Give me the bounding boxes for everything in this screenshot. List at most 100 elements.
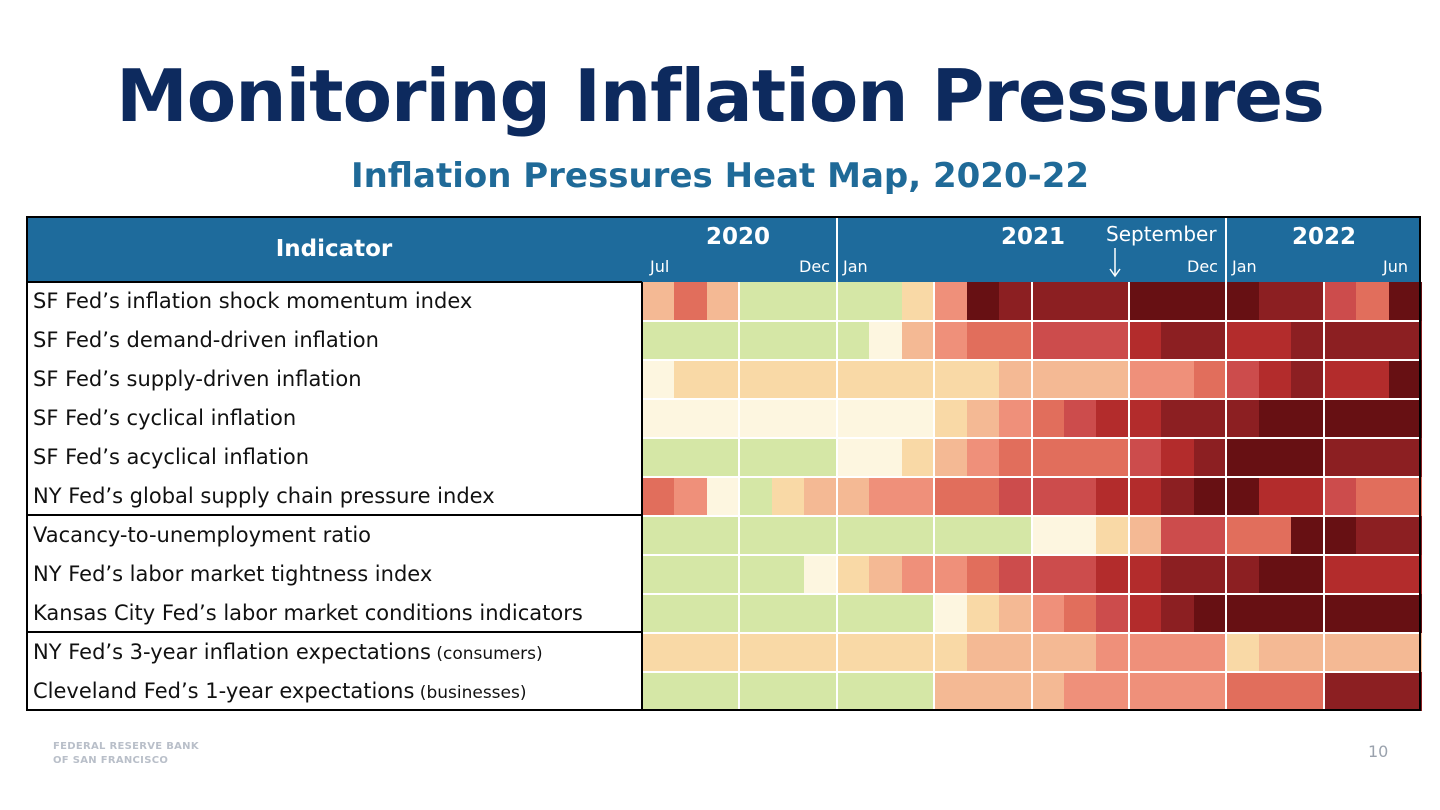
heatmap-cell [739,555,773,594]
row-gridline [642,320,1421,322]
heatmap-cell [966,438,1000,477]
heatmap-cell [934,516,968,555]
indicator-label: NY Fed’s global supply chain pressure in… [26,477,642,516]
heatmap-cell [642,594,676,633]
heatmap-cell [1356,672,1390,711]
heatmap-cell [674,555,708,594]
heatmap-cell [1193,633,1227,672]
heatmap-cell [869,282,903,321]
heatmap-cell [1096,516,1130,555]
heatmap-cell [771,594,805,633]
heatmap-cell [836,555,870,594]
logo-line-2: OF SAN FRANCISCO [53,755,169,766]
heatmap-cell [836,633,870,672]
heatmap-cell [1161,516,1195,555]
heatmap-cell [642,477,676,516]
heatmap-cell [1161,633,1195,672]
heatmap-cell [1193,477,1227,516]
quarter-gridline [1225,282,1228,711]
heatmap-cell [804,438,838,477]
heatmap-cell [674,360,708,399]
heatmap-cell [1226,321,1260,360]
heatmap-cell [1356,282,1390,321]
heatmap-cell [836,399,870,438]
indicator-label-text: SF Fed’s inflation shock momentum index [33,289,473,313]
heatmap-cell [706,516,740,555]
indicator-label: NY Fed’s 3-year inflation expectations (… [26,633,642,672]
heatmap-cell [771,360,805,399]
heatmap-cell [999,555,1033,594]
heatmap-cell [804,282,838,321]
heatmap-cell [869,438,903,477]
heatmap-cell [966,321,1000,360]
heatmap-cell [966,672,1000,711]
heatmap-cell [1193,321,1227,360]
group-divider-1 [26,514,642,516]
heatmap-cell [1388,555,1422,594]
september-arrow-icon [1109,248,1121,278]
heatmap-cell [804,360,838,399]
heatmap-cell [966,360,1000,399]
heatmap-cell [869,321,903,360]
heatmap-cell [1063,321,1097,360]
heatmap-cell [642,438,676,477]
month-label-dec-2021: Dec [1187,257,1218,276]
heatmap-cell [1161,438,1195,477]
heatmap-cell [1031,672,1065,711]
heatmap-cell [771,438,805,477]
heatmap-cell [1096,399,1130,438]
heatmap-cell [1063,399,1097,438]
heatmap-cell [642,516,676,555]
heatmap-cell [934,555,968,594]
heatmap-cell [1193,438,1227,477]
heatmap-cell [642,555,676,594]
heatmap-cell [739,516,773,555]
heatmap-cell [1161,477,1195,516]
heatmap-cell [1128,321,1162,360]
year-divider-2021-2022 [1225,216,1227,282]
logo-line-1: FEDERAL RESERVE BANK [53,741,199,752]
heatmap-cell [901,672,935,711]
month-label-dec-2020: Dec [799,257,830,276]
heatmap-cell [966,594,1000,633]
heatmap-cell [674,633,708,672]
heatmap-cell [836,477,870,516]
heatmap-cell [1193,360,1227,399]
heatmap-cell [706,282,740,321]
heatmap-cell [1258,438,1292,477]
indicator-label: Vacancy-to-unemployment ratio [26,516,642,555]
heatmap-cell [934,399,968,438]
heatmap-cell [934,594,968,633]
heatmap-cell [1161,672,1195,711]
label-grid-divider [641,282,643,711]
row-gridline [642,476,1421,478]
heatmap-cell [901,360,935,399]
indicator-label: Cleveland Fed’s 1-year expectations (bus… [26,672,642,711]
year-divider-2020-2021 [836,216,838,282]
quarter-gridline [1322,282,1325,711]
heatmap-cell [999,477,1033,516]
heatmap-cell [1128,633,1162,672]
heatmap-cell [999,594,1033,633]
heatmap-cell [1323,633,1357,672]
indicator-label: SF Fed’s demand-driven inflation [26,321,642,360]
indicator-note: (businesses) [414,683,527,703]
heatmap-cell [642,282,676,321]
heatmap-cell [1258,282,1292,321]
heatmap-cell [706,399,740,438]
heatmap-cell [1226,594,1260,633]
heatmap-cell [1291,282,1325,321]
indicator-note: (consumers) [430,644,543,664]
heatmap-cell [674,438,708,477]
indicator-label-text: SF Fed’s demand-driven inflation [33,328,379,352]
heatmap-cell [1096,321,1130,360]
heatmap-cell [804,477,838,516]
heatmap-cell [674,282,708,321]
heatmap-cell [1258,321,1292,360]
heatmap-cell [1323,477,1357,516]
heatmap-cell [1226,555,1260,594]
heatmap-cell [706,633,740,672]
heatmap-cell [1096,594,1130,633]
heatmap-cell [934,360,968,399]
heatmap-cell [739,321,773,360]
